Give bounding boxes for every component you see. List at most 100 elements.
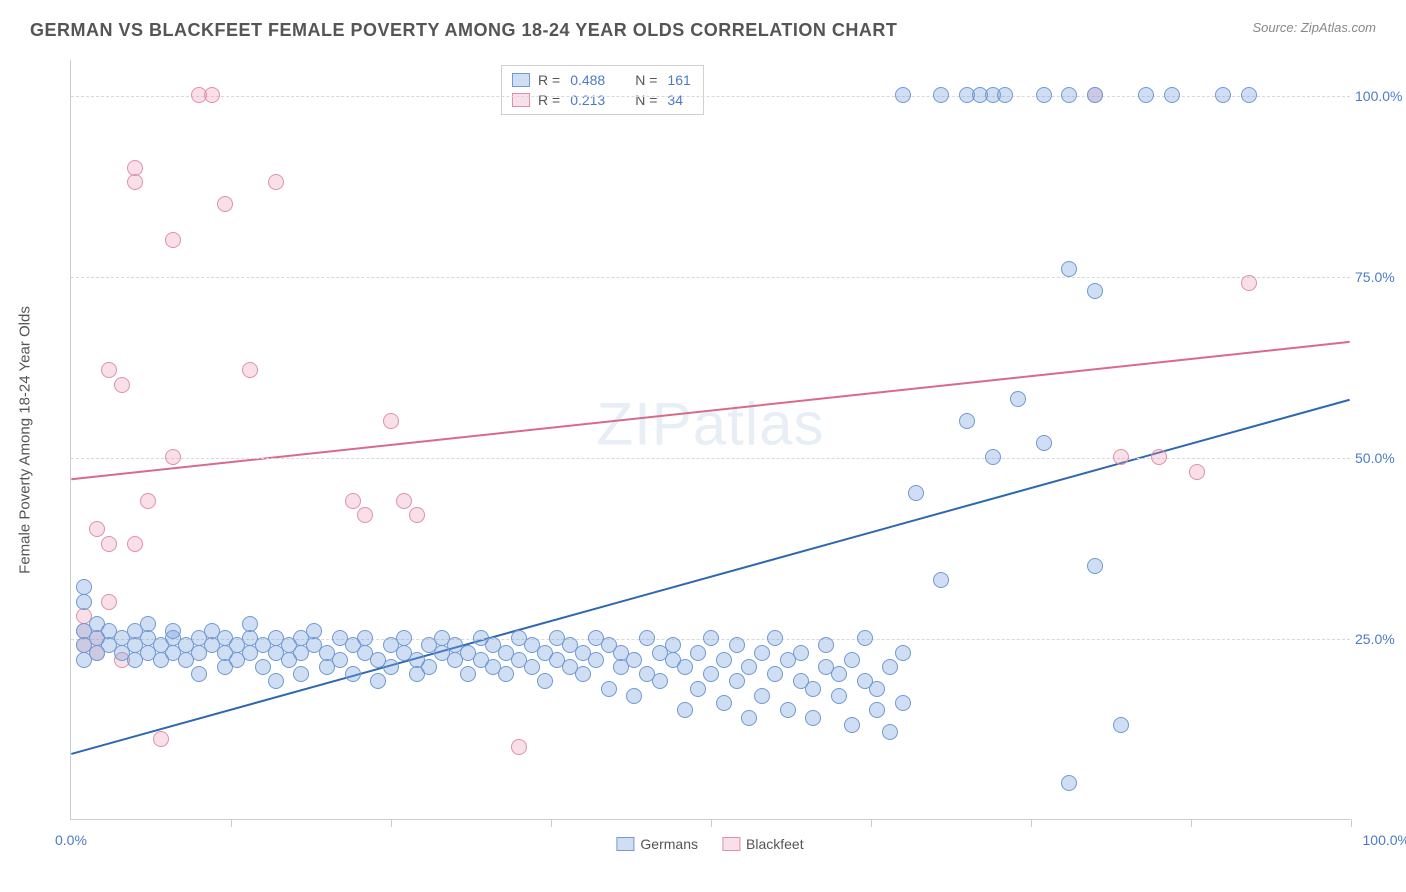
blackfeet-point [1189, 464, 1205, 480]
germans-point [959, 413, 975, 429]
germans-point [754, 645, 770, 661]
germans-point [741, 659, 757, 675]
germans-point [76, 579, 92, 595]
n-value-blackfeet: 34 [665, 92, 685, 108]
swatch-blackfeet [512, 93, 530, 107]
germans-point [370, 673, 386, 689]
germans-point [703, 666, 719, 682]
legend-series: Germans Blackfeet [616, 836, 803, 852]
watermark: ZIPatlas [596, 390, 824, 459]
germans-point [844, 652, 860, 668]
germans-point [639, 630, 655, 646]
germans-point [677, 659, 693, 675]
germans-point [588, 652, 604, 668]
trend-lines [71, 60, 1350, 819]
germans-point [677, 702, 693, 718]
germans-point [985, 449, 1001, 465]
chart-title: GERMAN VS BLACKFEET FEMALE POVERTY AMONG… [30, 20, 897, 41]
germans-point [76, 594, 92, 610]
germans-point [1113, 717, 1129, 733]
germans-point [665, 637, 681, 653]
germans-point [844, 717, 860, 733]
blackfeet-point [268, 174, 284, 190]
germans-point [601, 681, 617, 697]
germans-point [831, 688, 847, 704]
n-label-2: N = [635, 92, 657, 108]
watermark-thin: atlas [693, 391, 825, 458]
n-label: N = [635, 72, 657, 88]
x-axis-max: 100.0% [1363, 832, 1406, 848]
x-tick [1351, 819, 1352, 827]
germans-point [857, 630, 873, 646]
germans-point [793, 645, 809, 661]
germans-point [729, 673, 745, 689]
blackfeet-point [101, 594, 117, 610]
legend-item-blackfeet: Blackfeet [722, 836, 804, 852]
legend-correlation: R = 0.488 N = 161 R = 0.213 N = 34 [501, 65, 704, 115]
plot-area: ZIPatlas R = 0.488 N = 161 R = 0.213 N =… [70, 60, 1350, 820]
blackfeet-point [204, 87, 220, 103]
blackfeet-point [101, 362, 117, 378]
gridline [71, 96, 1350, 97]
germans-point [716, 695, 732, 711]
r-label-2: R = [538, 92, 560, 108]
germans-point [1010, 391, 1026, 407]
germans-point [498, 666, 514, 682]
gridline [71, 277, 1350, 278]
chart-container: ZIPatlas R = 0.488 N = 161 R = 0.213 N =… [70, 60, 1350, 820]
germans-point [255, 659, 271, 675]
blackfeet-point [409, 507, 425, 523]
germans-point [191, 666, 207, 682]
x-tick [1031, 819, 1032, 827]
blackfeet-point [127, 536, 143, 552]
germans-point [1061, 775, 1077, 791]
germans-point [652, 673, 668, 689]
swatch-germans [512, 73, 530, 87]
germans-point [933, 572, 949, 588]
blackfeet-point [127, 174, 143, 190]
germans-point [818, 637, 834, 653]
germans-point [537, 673, 553, 689]
germans-point [908, 485, 924, 501]
blackfeet-point [165, 232, 181, 248]
germans-point [524, 659, 540, 675]
germans-point [805, 681, 821, 697]
germans-point [242, 616, 258, 632]
y-tick-label: 25.0% [1355, 631, 1406, 647]
r-value-germans: 0.488 [568, 72, 607, 88]
legend-row-blackfeet: R = 0.213 N = 34 [512, 90, 693, 110]
germans-point [345, 666, 361, 682]
legend-row-germans: R = 0.488 N = 161 [512, 70, 693, 90]
blackfeet-point [511, 739, 527, 755]
legend-item-germans: Germans [616, 836, 698, 852]
x-tick [711, 819, 712, 827]
germans-point [767, 666, 783, 682]
n-value-germans: 161 [665, 72, 692, 88]
germans-point [89, 616, 105, 632]
y-tick-label: 75.0% [1355, 269, 1406, 285]
germans-point [1036, 435, 1052, 451]
germans-point [460, 666, 476, 682]
blackfeet-point [153, 731, 169, 747]
germans-point [306, 623, 322, 639]
germans-point [626, 688, 642, 704]
blackfeet-point [165, 449, 181, 465]
germans-point [1087, 558, 1103, 574]
swatch-blackfeet-bottom [722, 837, 740, 851]
blackfeet-point [242, 362, 258, 378]
germans-point [805, 710, 821, 726]
germans-point [268, 673, 284, 689]
germans-point [716, 652, 732, 668]
germans-point [997, 87, 1013, 103]
germans-point [1164, 87, 1180, 103]
germans-point [895, 695, 911, 711]
germans-point [690, 681, 706, 697]
germans-point [332, 652, 348, 668]
germans-point [421, 659, 437, 675]
blackfeet-point [1151, 449, 1167, 465]
germans-point [882, 659, 898, 675]
blackfeet-point [1113, 449, 1129, 465]
y-tick-label: 50.0% [1355, 450, 1406, 466]
germans-point [882, 724, 898, 740]
blackfeet-point [357, 507, 373, 523]
